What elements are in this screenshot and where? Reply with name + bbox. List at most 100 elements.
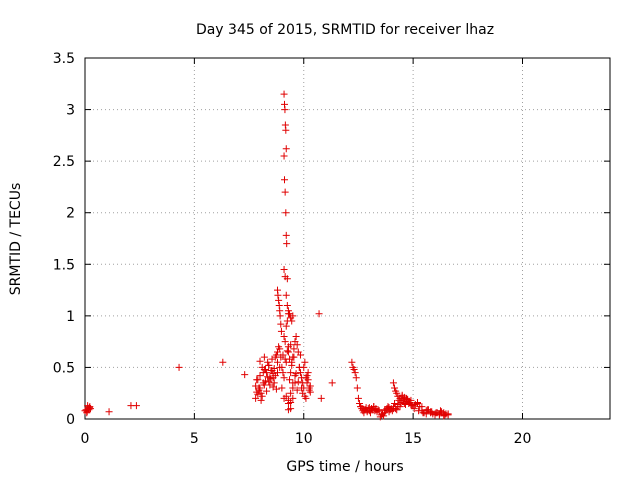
data-point — [288, 317, 296, 325]
data-point — [287, 369, 295, 377]
x-tick-label: 0 — [81, 431, 90, 447]
data-point — [289, 384, 297, 392]
data-point — [381, 406, 389, 414]
data-point — [259, 369, 267, 377]
data-point — [282, 358, 290, 366]
data-point — [276, 345, 284, 353]
data-point — [280, 374, 288, 382]
data-point — [274, 358, 281, 366]
data-point — [264, 373, 272, 381]
ticks — [84, 57, 610, 420]
x-axis-label: GPS time / hours — [286, 459, 403, 475]
data-point — [260, 365, 268, 373]
data-point — [352, 374, 360, 382]
data-point — [423, 406, 431, 414]
data-point — [281, 188, 289, 196]
x-tick-label: 10 — [295, 431, 313, 447]
data-point — [254, 390, 262, 398]
data-point — [280, 265, 288, 273]
data-point — [280, 152, 288, 160]
data-point — [294, 378, 302, 386]
data-point — [356, 400, 364, 408]
data-point — [260, 353, 268, 361]
data-point — [427, 409, 435, 417]
data-point — [354, 394, 362, 402]
data-point — [281, 106, 289, 114]
data-point — [303, 379, 311, 387]
data-point — [252, 394, 260, 402]
y-tick-label: 0 — [66, 412, 75, 428]
data-point — [350, 365, 358, 373]
data-point — [431, 410, 439, 418]
data-point — [304, 376, 312, 384]
data-point — [278, 384, 286, 392]
data-point — [291, 379, 299, 387]
data-point — [282, 126, 290, 134]
data-point — [132, 402, 140, 410]
data-point — [440, 409, 448, 417]
data-point — [391, 400, 399, 408]
y-tick-label: 0.5 — [53, 360, 75, 376]
data-point — [284, 406, 292, 414]
data-point — [302, 394, 310, 402]
data-point — [282, 145, 290, 153]
data-marks — [81, 90, 452, 421]
data-point — [283, 347, 291, 355]
data-point — [261, 377, 269, 385]
data-point — [290, 353, 298, 361]
data-point — [279, 351, 287, 359]
data-point — [270, 379, 278, 387]
tick-labels: 0 5 10 15 20 0 0.5 1 1.5 2 2.5 3 3.5 — [53, 51, 532, 447]
data-point — [282, 291, 290, 299]
data-point — [264, 358, 272, 366]
data-point — [394, 403, 402, 411]
data-point — [372, 406, 380, 414]
data-point — [296, 369, 304, 377]
data-point — [444, 410, 452, 418]
data-point — [263, 387, 271, 395]
data-point — [255, 384, 263, 392]
data-point — [83, 409, 91, 417]
data-point — [289, 394, 297, 402]
data-point — [219, 358, 227, 366]
data-point — [241, 371, 249, 379]
data-point — [317, 394, 325, 402]
data-point — [293, 341, 301, 349]
data-point — [422, 407, 430, 415]
x-tick-label: 15 — [404, 431, 422, 447]
data-point — [288, 361, 296, 369]
data-point — [306, 388, 314, 396]
data-point — [280, 332, 288, 340]
plot-frame — [84, 57, 611, 420]
data-point — [257, 396, 265, 404]
data-point — [287, 389, 295, 397]
y-tick-label: 2 — [66, 206, 75, 222]
data-point — [305, 384, 313, 392]
data-point — [86, 405, 94, 413]
y-tick-label: 3.5 — [53, 51, 75, 67]
data-point — [105, 408, 113, 416]
data-point — [301, 358, 309, 366]
data-point — [281, 273, 289, 281]
data-point — [415, 407, 423, 415]
data-point — [391, 384, 399, 392]
data-point — [348, 358, 356, 366]
data-point — [353, 384, 361, 392]
grid — [85, 58, 610, 419]
chart-title: Day 345 of 2015, SRMTID for receiver lha… — [196, 22, 494, 38]
data-point — [287, 398, 295, 406]
data-point — [293, 386, 301, 394]
data-point — [266, 381, 274, 389]
data-point — [275, 296, 283, 304]
data-point — [287, 341, 295, 349]
data-point — [380, 412, 388, 420]
data-point — [393, 406, 401, 414]
data-point — [277, 320, 285, 328]
data-point — [282, 322, 290, 330]
x-tick-label: 5 — [190, 431, 199, 447]
data-point — [257, 389, 265, 397]
data-point — [389, 405, 397, 413]
data-point — [281, 355, 289, 363]
data-point — [290, 345, 298, 353]
data-point — [315, 310, 323, 318]
